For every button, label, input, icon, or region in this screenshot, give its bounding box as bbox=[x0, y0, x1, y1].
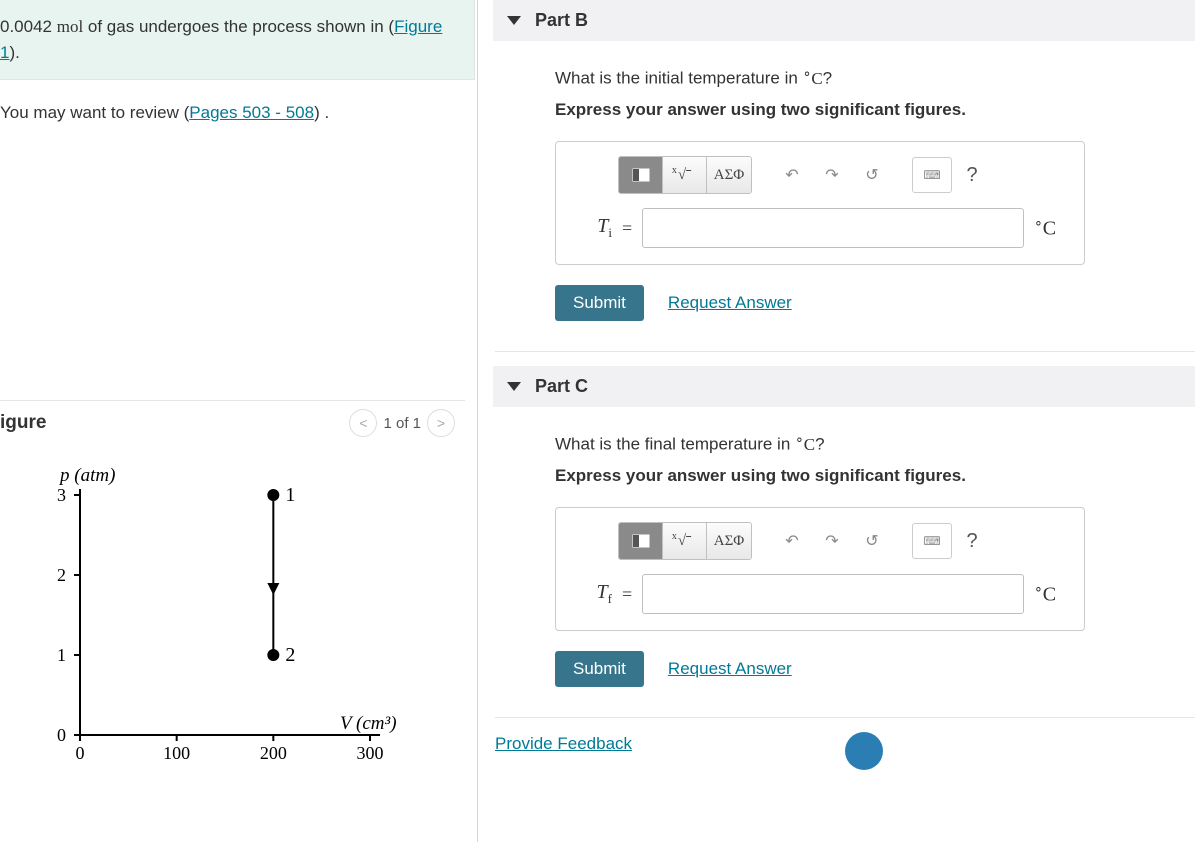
template-icon[interactable] bbox=[619, 157, 663, 193]
equals: = bbox=[622, 584, 632, 605]
part-b-unit: ∘C bbox=[1034, 215, 1072, 241]
svg-text:1: 1 bbox=[285, 484, 295, 506]
part-b-submit-row: Submit Request Answer bbox=[555, 285, 1195, 321]
more-indicator bbox=[845, 732, 883, 770]
part-b-question: What is the initial temperature in ∘C? bbox=[555, 63, 1195, 92]
part-c-submit-button[interactable]: Submit bbox=[555, 651, 644, 687]
svg-text:3: 3 bbox=[57, 485, 66, 505]
part-b-submit-button[interactable]: Submit bbox=[555, 285, 644, 321]
part-b: Part B What is the initial temperature i… bbox=[495, 0, 1195, 351]
part-c: Part C What is the final temperature in … bbox=[495, 351, 1195, 717]
svg-text:0: 0 bbox=[76, 743, 85, 763]
part-c-answer-row: Tf = ∘C bbox=[568, 574, 1072, 614]
redo-icon[interactable]: ↷ bbox=[812, 523, 852, 559]
svg-text:200: 200 bbox=[260, 743, 287, 763]
problem-text-1: of gas undergoes the process shown in ( bbox=[83, 17, 394, 36]
part-c-toolbar: x√ ΑΣΦ ↶ ↷ ↺ ⌨︎ ? bbox=[618, 522, 1072, 560]
svg-text:2: 2 bbox=[285, 644, 295, 666]
part-b-input[interactable] bbox=[642, 208, 1024, 248]
review-post: ) . bbox=[314, 103, 329, 122]
figure-header: igure < 1 of 1 > bbox=[0, 400, 465, 445]
svg-text:300: 300 bbox=[357, 743, 384, 763]
column-divider bbox=[477, 0, 478, 842]
part-c-instruct: Express your answer using two significan… bbox=[555, 462, 1195, 489]
reset-icon[interactable]: ↺ bbox=[852, 523, 892, 559]
problem-statement: 0.0042 mol of gas undergoes the process … bbox=[0, 0, 475, 80]
reset-icon[interactable]: ↺ bbox=[852, 157, 892, 193]
figure-next-button[interactable]: > bbox=[427, 409, 455, 437]
template-icon[interactable] bbox=[619, 523, 663, 559]
equals: = bbox=[622, 218, 632, 239]
part-c-unit: ∘C bbox=[1034, 581, 1072, 607]
problem-text-1b: ). bbox=[9, 43, 19, 62]
svg-text:V (cm³): V (cm³) bbox=[340, 713, 397, 734]
part-c-submit-row: Submit Request Answer bbox=[555, 651, 1195, 687]
svg-text:p (atm): p (atm) bbox=[58, 465, 115, 486]
format-group: x√ ΑΣΦ bbox=[618, 522, 752, 560]
svg-text:100: 100 bbox=[163, 743, 190, 763]
help-icon[interactable]: ? bbox=[952, 157, 992, 193]
left-column: 0.0042 mol of gas undergoes the process … bbox=[0, 0, 475, 842]
review-line: You may want to review (Pages 503 - 508)… bbox=[0, 86, 475, 136]
sqrt-icon[interactable]: x√ bbox=[663, 157, 707, 193]
undo-icon[interactable]: ↶ bbox=[772, 157, 812, 193]
part-c-question: What is the final temperature in ∘C? bbox=[555, 429, 1195, 458]
undo-icon[interactable]: ↶ bbox=[772, 523, 812, 559]
var-ti: Ti bbox=[568, 215, 612, 241]
figure-prev-button[interactable]: < bbox=[349, 409, 377, 437]
part-b-instruct: Express your answer using two significan… bbox=[555, 96, 1195, 123]
amount-unit: mol bbox=[57, 17, 83, 36]
keyboard-icon[interactable]: ⌨︎ bbox=[912, 523, 952, 559]
part-c-header[interactable]: Part C bbox=[493, 366, 1195, 407]
keyboard-icon[interactable]: ⌨︎ bbox=[912, 157, 952, 193]
part-c-title: Part C bbox=[535, 376, 588, 397]
right-column: Part B What is the initial temperature i… bbox=[495, 0, 1195, 754]
pages-link[interactable]: Pages 503 - 508 bbox=[189, 103, 314, 122]
help-icon[interactable]: ? bbox=[952, 523, 992, 559]
provide-feedback-link[interactable]: Provide Feedback bbox=[495, 734, 632, 753]
greek-button[interactable]: ΑΣΦ bbox=[707, 523, 751, 559]
chevron-down-icon bbox=[507, 16, 521, 25]
sqrt-icon[interactable]: x√ bbox=[663, 523, 707, 559]
part-b-title: Part B bbox=[535, 10, 588, 31]
part-b-toolbar: x√ ΑΣΦ ↶ ↷ ↺ ⌨︎ ? bbox=[618, 156, 1072, 194]
review-pre: You may want to review ( bbox=[0, 103, 189, 122]
part-b-request-answer[interactable]: Request Answer bbox=[668, 293, 792, 313]
svg-text:0: 0 bbox=[57, 725, 66, 745]
part-b-answer-box: x√ ΑΣΦ ↶ ↷ ↺ ⌨︎ ? Ti = ∘C bbox=[555, 141, 1085, 265]
chevron-down-icon bbox=[507, 382, 521, 391]
figure-panel: igure < 1 of 1 > 0 1 2 3 0 100 200 300 p (atm) V … bbox=[0, 400, 465, 790]
part-c-answer-box: x√ ΑΣΦ ↶ ↷ ↺ ⌨︎ ? Tf = ∘C bbox=[555, 507, 1085, 631]
part-c-input[interactable] bbox=[642, 574, 1024, 614]
figure-body: 0 1 2 3 0 100 200 300 p (atm) V (cm³) 1 2 bbox=[0, 445, 465, 790]
part-b-answer-row: Ti = ∘C bbox=[568, 208, 1072, 248]
svg-text:1: 1 bbox=[57, 645, 66, 665]
svg-text:2: 2 bbox=[57, 565, 66, 585]
format-group: x√ ΑΣΦ bbox=[618, 156, 752, 194]
redo-icon[interactable]: ↷ bbox=[812, 157, 852, 193]
part-b-header[interactable]: Part B bbox=[493, 0, 1195, 41]
greek-button[interactable]: ΑΣΦ bbox=[707, 157, 751, 193]
pv-chart: 0 1 2 3 0 100 200 300 p (atm) V (cm³) 1 2 bbox=[30, 465, 430, 785]
figure-title: igure bbox=[0, 412, 46, 434]
var-tf: Tf bbox=[568, 581, 612, 607]
part-c-request-answer[interactable]: Request Answer bbox=[668, 659, 792, 679]
amount: 0.0042 bbox=[0, 17, 52, 36]
figure-nav: < 1 of 1 > bbox=[349, 409, 455, 437]
figure-nav-label: 1 of 1 bbox=[383, 415, 421, 432]
